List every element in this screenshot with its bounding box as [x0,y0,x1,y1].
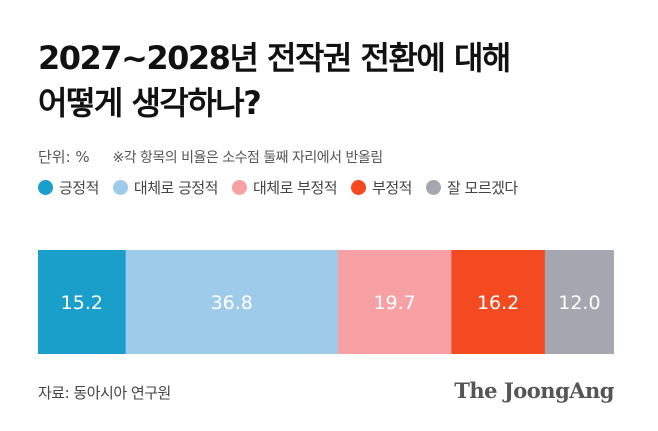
bar-value-label: 15.2 [61,292,103,314]
legend-swatch [231,179,247,195]
title-line-1: 2027~2028년 전작권 전환에 대해 [38,39,511,77]
unit-label: 단위: % [38,148,90,166]
page-title: 2027~2028년 전작권 전환에 대해 어떻게 생각하나? [38,36,638,126]
stacked-bar-chart: 15.2 36.8 19.7 16.2 12.0 [38,250,614,354]
legend-label: 대체로 부정적 [252,178,338,197]
legend-item: 대체로 부정적 [231,177,338,198]
legend-swatch [425,179,441,195]
legend-label: 긍정적 [59,178,99,197]
bar-segment [544,250,614,354]
title-line-2: 어떻게 생각하나? [38,84,262,122]
rounding-note: ※각 항목의 비율은 소수점 둘째 자리에서 반올림 [112,150,383,166]
legend-swatch [38,179,53,195]
bar-segment [38,250,127,354]
legend-item: 부정적 [351,177,412,198]
legend-item: 대체로 긍정적 [112,177,219,198]
bar-segment [125,250,339,354]
legend-swatch [351,179,367,195]
bar-value-label: 19.7 [373,292,415,314]
bar-segment [451,250,546,354]
legend-label: 잘 모르겠다 [446,178,518,197]
legend-label: 대체로 긍정적 [133,178,219,197]
bar-value-label: 36.8 [211,292,253,314]
legend-item: 잘 모르겠다 [425,177,518,198]
bar-value-label: 12.0 [558,292,600,314]
legend-item: 긍정적 [38,177,99,198]
legend-label: 부정적 [372,178,412,197]
chart-meta: 단위: % ※각 항목의 비율은 소수점 둘째 자리에서 반올림 [38,146,383,167]
chart-legend: 긍정적 대체로 긍정적 대체로 부정적 부정적 잘 모르겠다 [38,175,532,199]
source-label: 자료: 동아시아 연구원 [38,384,171,402]
bar-segment [337,250,452,354]
legend-swatch [112,179,128,195]
publisher-logo: The JoongAng [454,378,614,403]
bar-value-label: 16.2 [477,292,519,314]
